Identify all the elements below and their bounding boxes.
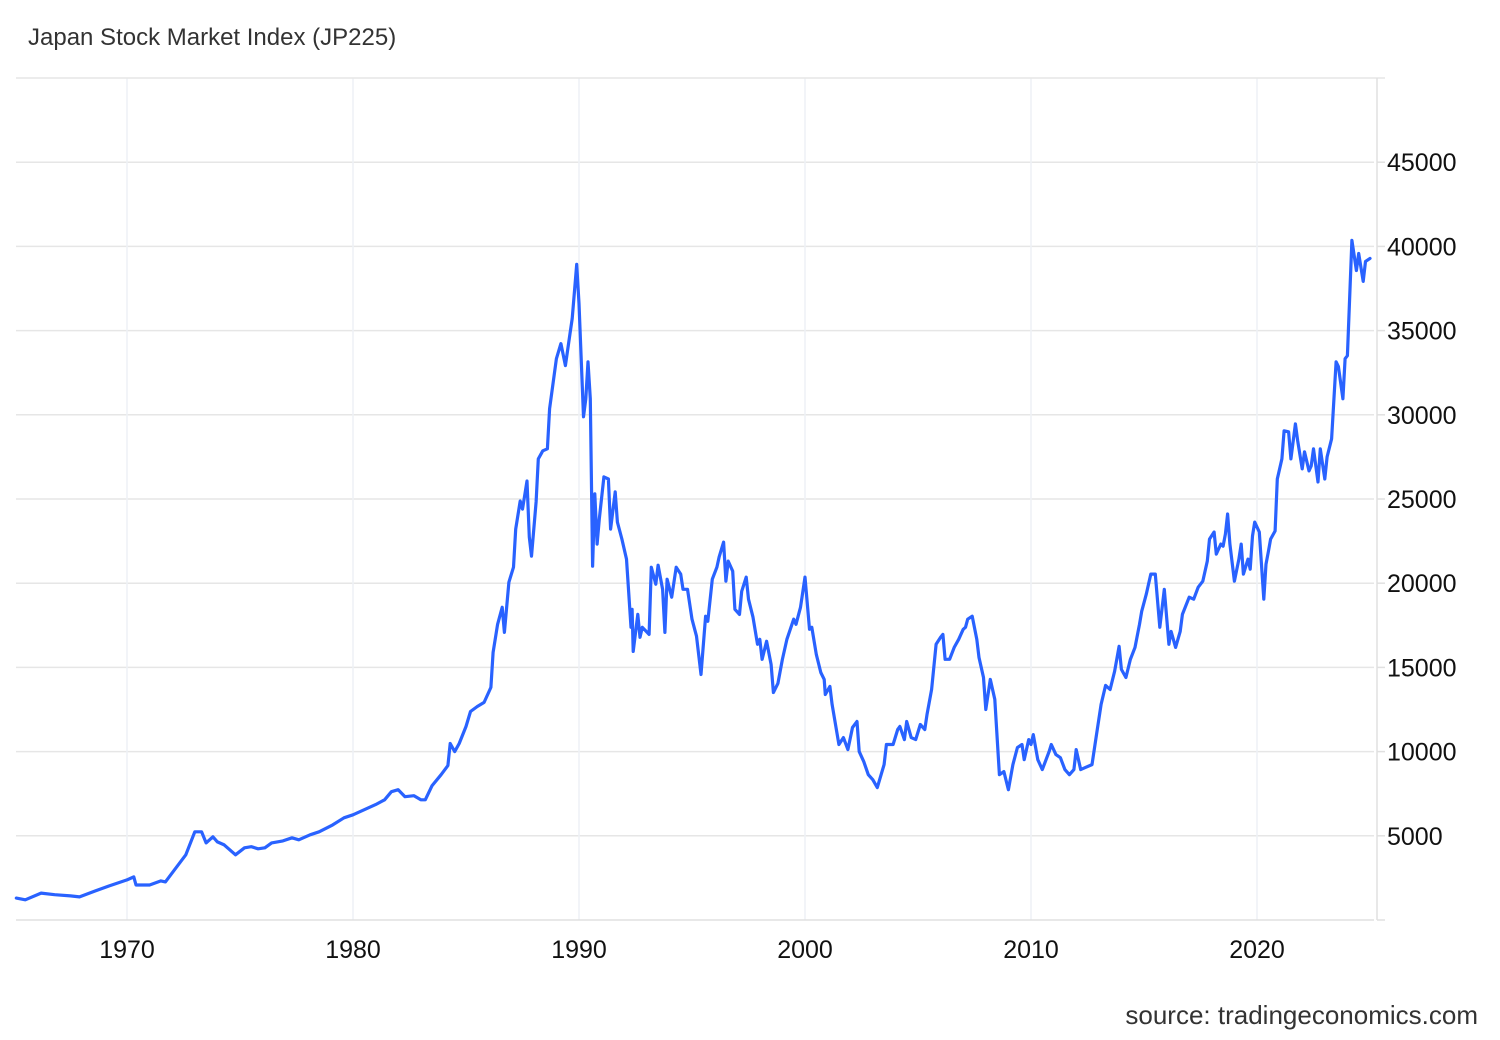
chart-title: Japan Stock Market Index (JP225) — [28, 24, 397, 51]
x-axis-labels: 1970 1980 1990 2000 2010 2020 — [99, 936, 1285, 964]
x-tick-label: 1970 — [99, 936, 155, 964]
y-axis-ticks — [1377, 161, 1385, 921]
x-tick-label: 2010 — [1003, 936, 1059, 964]
y-tick-label: 45000 — [1387, 149, 1457, 177]
y-tick-label: 30000 — [1387, 402, 1457, 430]
x-tick-label: 2000 — [777, 936, 833, 964]
y-tick-label: 35000 — [1387, 318, 1457, 346]
vertical-gridlines — [126, 78, 1258, 920]
y-tick-label: 15000 — [1387, 654, 1457, 682]
x-tick-label: 2020 — [1229, 936, 1285, 964]
y-tick-label: 25000 — [1387, 486, 1457, 514]
source-attribution: source: tradingeconomics.com — [1125, 1000, 1478, 1030]
y-tick-label: 20000 — [1387, 570, 1457, 598]
y-axis-labels: 5000 10000 15000 20000 25000 30000 35000 40000 4… — [1387, 149, 1457, 851]
y-tick-label: 40000 — [1387, 233, 1457, 261]
y-tick-label: 5000 — [1387, 823, 1443, 851]
x-tick-label: 1980 — [325, 936, 381, 964]
y-tick-label: 10000 — [1387, 739, 1457, 767]
x-tick-label: 1990 — [551, 936, 607, 964]
jp225-series-line — [14, 238, 1372, 902]
horizontal-gridlines — [16, 161, 1374, 837]
